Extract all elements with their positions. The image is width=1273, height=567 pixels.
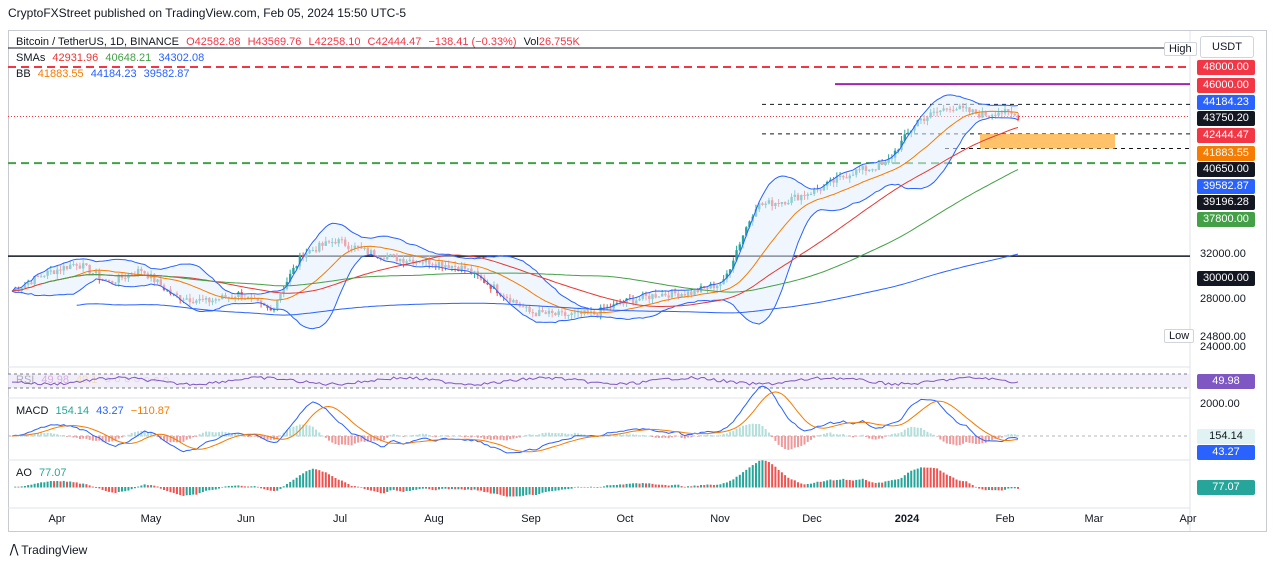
ao-axis-value: 77.07 [1197,480,1255,495]
ohlc-low: L42258.10 [308,36,361,48]
sma-value-1: 42931.96 [52,52,99,64]
time-axis-label: Oct [616,513,634,525]
macd-line-value: 43.27 [1197,445,1255,460]
time-axis-label: Dec [802,513,822,525]
rsi-value-2: 49.1 [76,374,98,386]
macd-value-1: 154.14 [55,405,90,417]
macd-value-2: 43.27 [96,405,124,417]
rsi-legend[interactable]: RSI 49.98 49.1 ○ ○ ○ ○ ○ ○ ○ [16,374,173,386]
volume-value: 26.755K [538,36,580,48]
axis-tick-32000: 32000.00 [1200,248,1246,260]
sma-value-3: 34302.08 [158,52,205,64]
symbol-legend: Bitcoin / TetherUS, 1D, BINANCE O42582.8… [16,36,584,48]
volume-label: Vol [523,36,539,48]
ohlc-high: H43569.76 [247,36,302,48]
time-axis-label: May [140,513,162,525]
time-axis-label: 2024 [894,513,920,525]
tradingview-logo[interactable]: ⧸⧹ TradingView [10,543,87,558]
time-axis-label: Feb [995,513,1015,525]
chart-frame [8,30,1267,532]
time-axis-label: Sep [521,513,541,525]
time-axis-label: Aug [424,513,444,525]
time-axis-label: Mar [1084,513,1104,525]
price-axis-label: 39196.28 [1197,195,1255,210]
footer-brand: TradingView [21,543,88,557]
rsi-dots: ○ ○ ○ ○ ○ ○ ○ [104,374,170,386]
macd-axis-tick: 2000.00 [1200,398,1240,410]
sma-label: SMAs [16,52,46,64]
price-axis-label: 37800.00 [1197,212,1255,227]
bb-value-1: 41883.55 [37,68,84,80]
rsi-label: RSI [16,374,35,386]
ohlc-open: O42582.88 [186,36,241,48]
currency-button[interactable]: USDT [1200,36,1254,58]
price-axis-label: 42444.47 [1197,128,1255,143]
price-axis-label: 40650.00 [1197,162,1255,177]
macd-hist-value: 154.14 [1197,429,1255,444]
axis-tick-24000: 24000.00 [1200,341,1246,353]
price-axis-label: 43750.20 [1197,111,1255,126]
price-axis-label: 39582.87 [1197,179,1255,194]
macd-value-3: −110.87 [130,405,171,417]
price-axis-label: 44184.23 [1197,95,1255,110]
tv-logo-icon: ⧸⧹ [10,543,19,557]
price-axis-label: 46000.00 [1197,78,1255,93]
axis-tick-24800: 24800.00 [1200,331,1246,343]
ohlc-change: −138.41 (−0.33%) [428,36,517,48]
price-axis-label: 30000.00 [1197,271,1255,286]
time-axis-label: Jul [332,513,348,525]
ohlc-close: C42444.47 [367,36,422,48]
bb-label: BB [16,68,31,80]
bb-legend[interactable]: BB 41883.55 44184.23 39582.87 [16,68,194,80]
time-axis-label: Apr [1179,513,1197,525]
axis-tick-28000: 28000.00 [1200,293,1246,305]
macd-legend[interactable]: MACD 154.14 43.27 −110.87 [16,405,174,417]
ao-value: 77.07 [38,467,67,479]
ao-label: AO [16,467,32,479]
time-axis-label: Nov [710,513,730,525]
time-axis-label: Apr [48,513,66,525]
rsi-value-1: 49.98 [41,374,69,386]
publish-info: CryptoFXStreet published on TradingView.… [8,6,406,20]
price-axis-label: 41883.55 [1197,146,1255,161]
sma-value-2: 40648.21 [105,52,152,64]
time-axis-label: Jun [237,513,255,525]
ao-legend[interactable]: AO 77.07 [16,467,71,479]
price-axis-label: 48000.00 [1197,60,1255,75]
low-marker: Low [1164,329,1195,343]
sma-legend[interactable]: SMAs 42931.96 40648.21 34302.08 [16,52,208,64]
bb-value-2: 44184.23 [90,68,137,80]
symbol-name[interactable]: Bitcoin / TetherUS, 1D, BINANCE [16,36,180,48]
rsi-axis-value: 49.98 [1197,374,1255,389]
bb-value-3: 39582.87 [143,68,190,80]
high-marker: High [1164,42,1197,56]
macd-label: MACD [16,405,49,417]
